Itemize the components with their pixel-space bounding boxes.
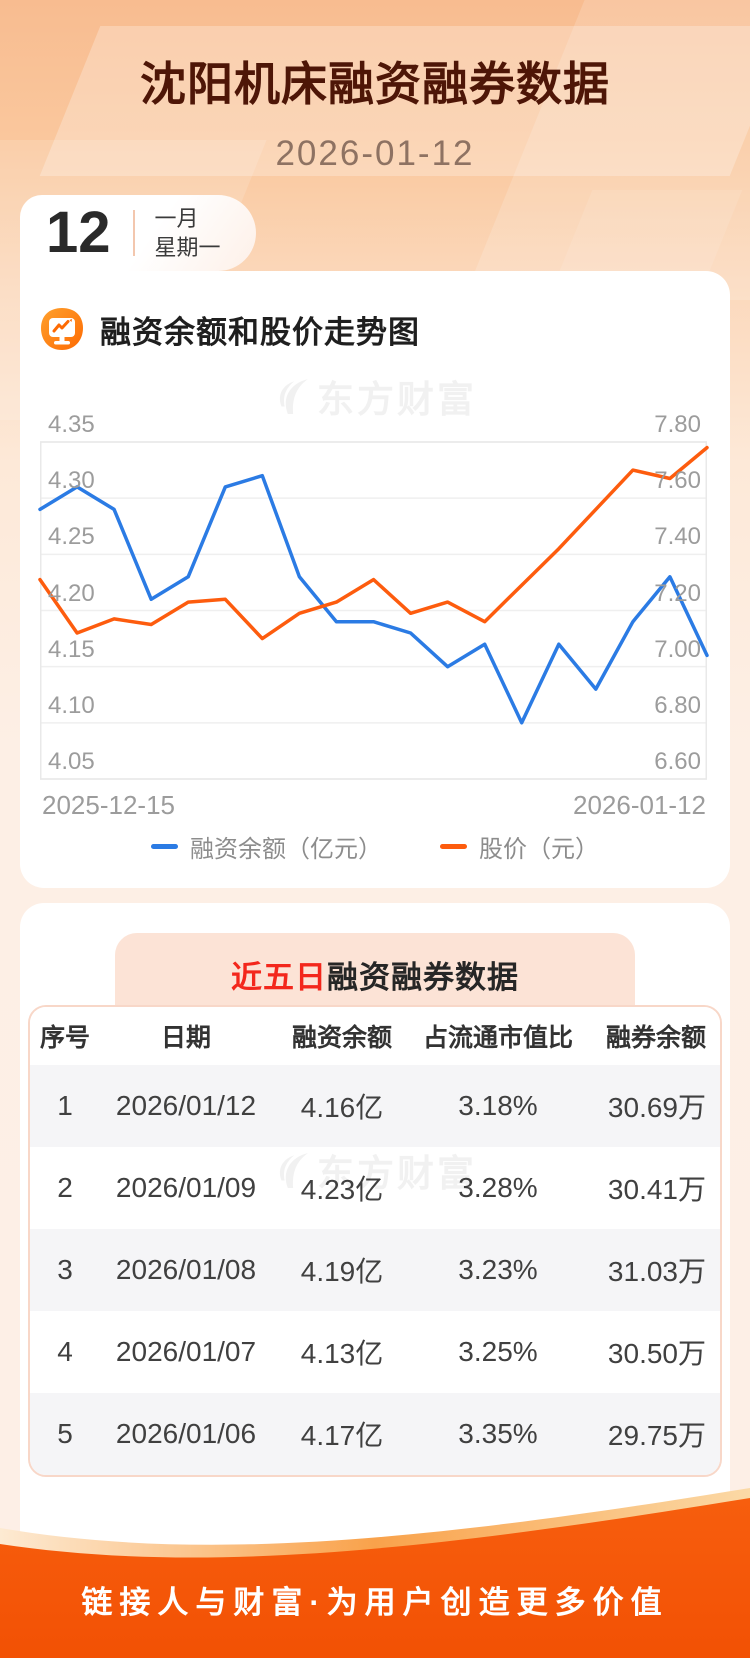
table-row: 1 2026/01/12 4.16亿 3.18% 30.69万: [30, 1065, 720, 1147]
page-date: 2026-01-12: [275, 134, 475, 173]
axis-tick-left: 4.20: [48, 579, 95, 607]
line-chart-svg: [38, 441, 709, 780]
line-chart-plot: 4.35 7.80 4.30 7.60 4.25 7.40 4.20 7.20 4.15 7.00…: [38, 411, 709, 780]
col-header-short: 融券余额: [584, 1007, 720, 1065]
x-axis-end-label: 2026-01-12: [573, 790, 706, 820]
table-card: 近五日融资融券数据 序号 日期 融资余额 占流通市值比 融券余额 1 2026/…: [20, 903, 730, 1553]
cell-short: 30.50万: [607, 1338, 706, 1369]
date-badge-day: 12: [46, 200, 111, 265]
col-header-seq: 序号: [30, 1007, 100, 1065]
axis-tick-left: 4.30: [48, 467, 95, 495]
trend-board-icon: [38, 305, 86, 353]
date-badge-weekday: 星期一: [154, 235, 221, 260]
col-header-ratio: 占流通市值比: [412, 1007, 584, 1065]
table-title: 近五日融资融券数据: [115, 952, 635, 997]
date-badge-month: 一月: [154, 206, 199, 231]
table-row: 2 2026/01/09 4.23亿 3.28% 30.41万: [30, 1147, 720, 1229]
axis-tick-left: 4.25: [48, 523, 95, 551]
cell-short: 30.69万: [607, 1092, 706, 1123]
page-title: 沈阳机床融资融券数据: [140, 58, 610, 110]
cell-seq: 3: [57, 1254, 73, 1285]
cell-short: 30.41万: [607, 1174, 706, 1205]
series-line-price: [38, 445, 709, 641]
cell-ratio: 3.25%: [458, 1336, 538, 1367]
axis-tick-left: 4.05: [48, 748, 95, 775]
cell-financing: 4.17亿: [300, 1420, 384, 1451]
cell-date: 2026/01/07: [115, 1336, 257, 1367]
chart-card: 融资余额和股价走势图 东方财富 4.35 7.80 4.30 7.60 4.25 7.40…: [20, 271, 730, 888]
table-row: 3 2026/01/08 4.19亿 3.23% 31.03万: [30, 1229, 720, 1311]
cell-ratio: 3.23%: [458, 1254, 538, 1285]
chart-legend: 融资余额（亿元） 股价（元）: [20, 829, 730, 864]
legend-marker-blue: [151, 844, 178, 849]
col-header-date: 日期: [100, 1007, 272, 1065]
x-axis-labels: 2025-12-15 2026-01-12: [42, 790, 706, 821]
chart-section-header: 融资余额和股价走势图: [38, 305, 420, 353]
col-header-financing: 融资余额: [272, 1007, 412, 1065]
cell-financing: 4.13亿: [300, 1338, 384, 1369]
axis-tick-right: 7.60: [654, 467, 701, 495]
table-title-highlight: 近五日: [231, 960, 327, 995]
cell-seq: 4: [57, 1336, 73, 1367]
cell-ratio: 3.35%: [458, 1418, 538, 1449]
cell-short: 31.03万: [607, 1256, 706, 1287]
date-badge-meta: 一月 星期一: [155, 204, 221, 262]
legend-marker-orange: [440, 844, 467, 849]
header: 沈阳机床融资融券数据 2026-01-12: [0, 0, 750, 174]
cell-seq: 5: [57, 1418, 73, 1449]
date-badge-divider: [132, 210, 135, 256]
table-title-rest: 融资融券数据: [327, 960, 519, 995]
margin-data-table: 序号 日期 融资余额 占流通市值比 融券余额 1 2026/01/12 4.16…: [28, 1005, 722, 1477]
table-row: 4 2026/01/07 4.13亿 3.25% 30.50万: [30, 1311, 720, 1393]
watermark-text: 东方财富: [317, 379, 477, 420]
cell-seq: 2: [57, 1172, 73, 1203]
cell-date: 2026/01/08: [115, 1254, 257, 1285]
cell-financing: 4.23亿: [300, 1174, 384, 1205]
date-badge: 12 一月 星期一: [20, 195, 256, 271]
cell-date: 2026/01/12: [115, 1090, 257, 1121]
axis-tick-left: 4.10: [48, 691, 95, 719]
footer-slogan: 链接人与财富·为用户创造更多价值: [81, 1585, 669, 1620]
axis-tick-left: 4.35: [48, 411, 95, 438]
cell-short: 29.75万: [607, 1420, 706, 1451]
axis-tick-right: 6.80: [654, 691, 701, 719]
axis-tick-right: 7.20: [654, 579, 701, 607]
eastmoney-swoosh-icon: [279, 379, 308, 414]
axis-tick-left: 4.15: [48, 635, 95, 663]
legend-label: 融资余额（亿元）: [190, 836, 382, 863]
cell-ratio: 3.28%: [458, 1172, 538, 1203]
x-axis-start-label: 2025-12-15: [42, 790, 175, 820]
watermark-logo: 东方财富: [273, 369, 477, 423]
table-header-row: 序号 日期 融资余额 占流通市值比 融券余额: [30, 1007, 720, 1065]
cell-financing: 4.19亿: [300, 1256, 384, 1287]
cell-seq: 1: [57, 1090, 73, 1121]
axis-tick-right: 7.80: [654, 411, 701, 438]
legend-item-price: 股价（元）: [440, 829, 599, 864]
legend-label: 股价（元）: [479, 836, 599, 863]
cell-date: 2026/01/06: [115, 1418, 257, 1449]
legend-item-financing: 融资余额（亿元）: [151, 829, 382, 864]
axis-tick-right: 7.00: [654, 635, 701, 663]
table-row: 5 2026/01/06 4.17亿 3.35% 29.75万: [30, 1393, 720, 1475]
chart-section-title: 融资余额和股价走势图: [100, 314, 420, 350]
data-table: 序号 日期 融资余额 占流通市值比 融券余额 1 2026/01/12 4.16…: [30, 1007, 720, 1475]
axis-tick-right: 6.60: [654, 748, 701, 775]
cell-financing: 4.16亿: [300, 1092, 384, 1123]
footer-wave: [0, 1488, 750, 1658]
footer: 链接人与财富·为用户创造更多价值: [0, 1482, 750, 1658]
series-line-financing: [38, 473, 709, 725]
axis-tick-right: 7.40: [654, 523, 701, 551]
cell-date: 2026/01/09: [115, 1172, 257, 1203]
cell-ratio: 3.18%: [458, 1090, 538, 1121]
